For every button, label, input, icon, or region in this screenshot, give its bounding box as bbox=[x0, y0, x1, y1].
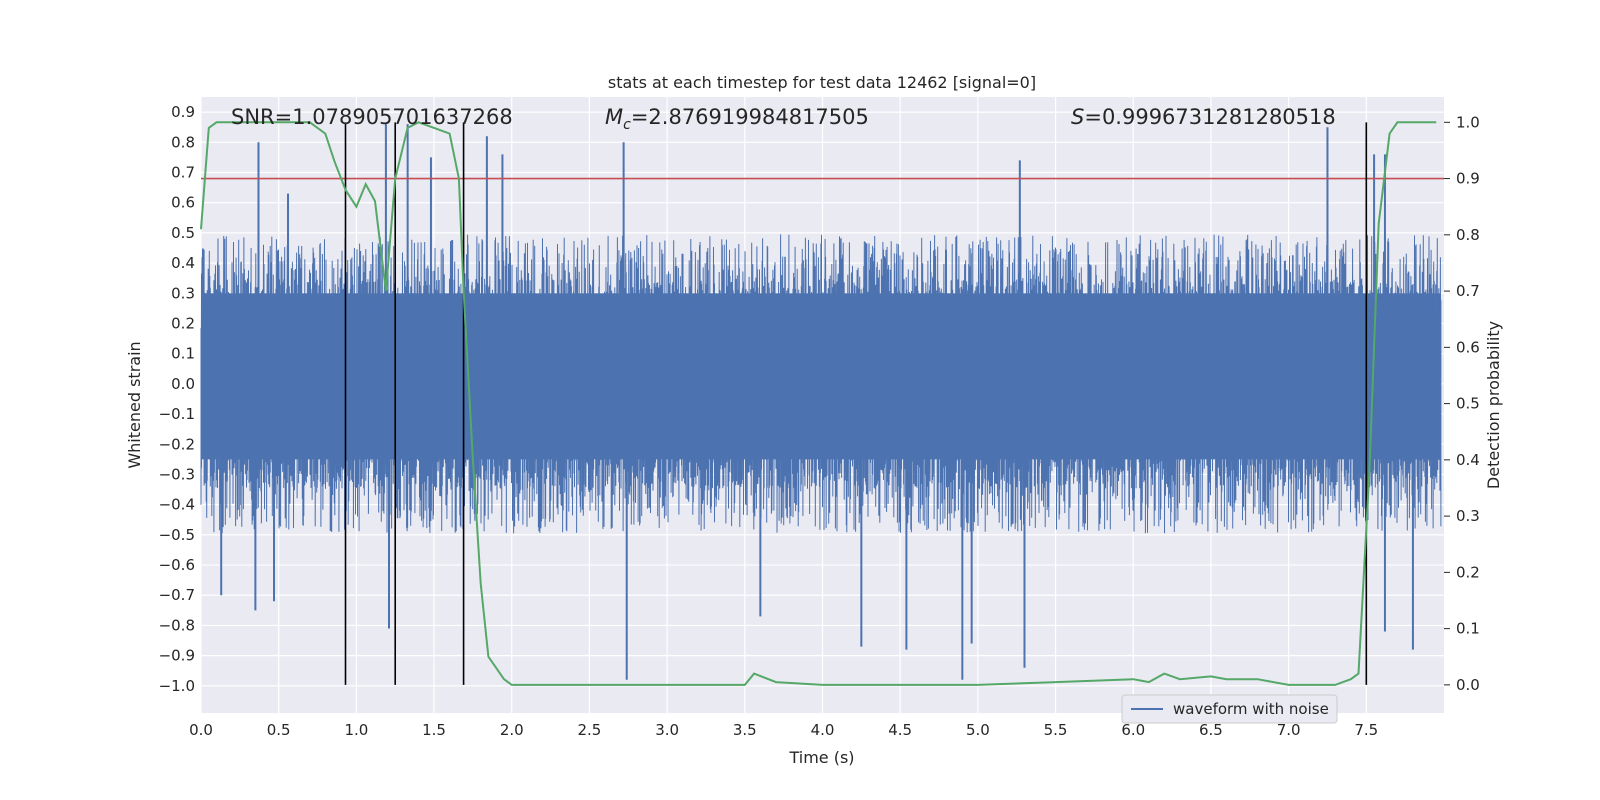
legend-box bbox=[1121, 694, 1338, 724]
probability-series bbox=[200, 121, 1437, 686]
x-tick-label-12: 6.0 bbox=[1121, 721, 1145, 739]
left-y-tick-label-16: −0.7 bbox=[159, 586, 195, 604]
right-y-tick-label-2: 0.8 bbox=[1456, 226, 1480, 244]
left-y-tick-label-2: 0.7 bbox=[171, 163, 195, 181]
chirp-mass-subscript: c bbox=[623, 117, 631, 133]
vertical-markers bbox=[344, 122, 1368, 685]
right-y-tick-label-6: 0.4 bbox=[1456, 451, 1480, 469]
right-y-axis-ticks: 1.0 0.9 0.8 0.7 0.6 0.5 0.4 0.3 0.2 0.1 0.0 bbox=[1444, 113, 1480, 694]
right-y-tick-label-5: 0.5 bbox=[1456, 395, 1480, 413]
chirp-mass-symbol: M bbox=[605, 105, 623, 129]
right-y-tick-label-1: 0.9 bbox=[1456, 170, 1480, 188]
left-y-tick-label-6: 0.3 bbox=[171, 284, 195, 302]
chirp-mass-value: =2.876919984817505 bbox=[631, 105, 869, 129]
snr-annotation: SNR=1.078905701637268 bbox=[231, 105, 513, 129]
left-y-tick-label-10: −0.1 bbox=[159, 405, 195, 423]
x-axis-ticks: 0.0 0.5 1.0 1.5 2.0 2.5 3.0 3.5 4.0 4.5 5.0 5.5 6.0 6… bbox=[189, 721, 1378, 739]
left-y-tick-label-8: 0.1 bbox=[171, 345, 195, 363]
x-tick-label-6: 3.0 bbox=[655, 721, 679, 739]
right-y-tick-label-10: 0.0 bbox=[1456, 676, 1480, 694]
left-y-tick-label-0: 0.9 bbox=[171, 103, 195, 121]
x-tick-label-2: 1.0 bbox=[344, 721, 368, 739]
x-tick-label-4: 2.0 bbox=[500, 721, 524, 739]
left-y-tick-label-13: −0.4 bbox=[159, 496, 195, 514]
x-tick-label-5: 2.5 bbox=[578, 721, 602, 739]
x-tick-label-14: 7.0 bbox=[1277, 721, 1301, 739]
left-y-axis-label: Whitened strain bbox=[125, 341, 144, 468]
right-y-tick-label-3: 0.7 bbox=[1456, 282, 1480, 300]
significance-symbol: S bbox=[1071, 105, 1084, 129]
left-y-tick-label-11: −0.2 bbox=[159, 435, 195, 453]
legend-label-waveform: waveform with noise bbox=[1173, 700, 1329, 718]
x-tick-label-10: 5.0 bbox=[966, 721, 990, 739]
left-y-tick-label-3: 0.6 bbox=[171, 194, 195, 212]
left-y-tick-label-9: 0.0 bbox=[171, 375, 195, 393]
significance-value: =0.9996731281280518 bbox=[1084, 105, 1335, 129]
x-tick-label-7: 3.5 bbox=[733, 721, 757, 739]
x-tick-label-11: 5.5 bbox=[1044, 721, 1068, 739]
left-y-tick-label-18: −0.9 bbox=[159, 647, 195, 665]
right-y-axis-label: Detection probability bbox=[1484, 321, 1503, 489]
x-tick-label-15: 7.5 bbox=[1354, 721, 1378, 739]
x-tick-label-1: 0.5 bbox=[267, 721, 291, 739]
right-y-tick-label-4: 0.6 bbox=[1456, 338, 1480, 356]
x-axis-label: Time (s) bbox=[788, 748, 854, 767]
left-y-tick-label-12: −0.3 bbox=[159, 465, 195, 483]
left-y-tick-label-7: 0.2 bbox=[171, 314, 195, 332]
significance-annotation: S=0.9996731281280518 bbox=[1071, 105, 1336, 129]
left-y-tick-label-15: −0.6 bbox=[159, 556, 195, 574]
chart-title: stats at each timestep for test data 124… bbox=[608, 73, 1036, 92]
x-tick-label-13: 6.5 bbox=[1199, 721, 1223, 739]
left-y-tick-label-19: −1.0 bbox=[159, 677, 195, 695]
right-y-tick-label-0: 1.0 bbox=[1456, 113, 1480, 131]
x-tick-label-0: 0.0 bbox=[189, 721, 213, 739]
left-y-tick-label-14: −0.5 bbox=[159, 526, 195, 544]
legend: waveform with noise bbox=[1121, 694, 1338, 724]
chirp-mass-annotation: Mc=2.876919984817505 bbox=[605, 105, 869, 133]
right-y-tick-label-8: 0.2 bbox=[1456, 563, 1480, 581]
left-y-tick-label-1: 0.8 bbox=[171, 133, 195, 151]
left-y-tick-label-5: 0.4 bbox=[171, 254, 195, 272]
waveform-series bbox=[200, 124, 1442, 680]
x-tick-label-8: 4.0 bbox=[811, 721, 835, 739]
x-tick-label-3: 1.5 bbox=[422, 721, 446, 739]
x-tick-label-9: 4.5 bbox=[888, 721, 912, 739]
right-y-tick-label-7: 0.3 bbox=[1456, 507, 1480, 525]
left-y-tick-label-17: −0.8 bbox=[159, 616, 195, 634]
probability-line bbox=[200, 121, 1437, 686]
left-y-tick-label-4: 0.5 bbox=[171, 224, 195, 242]
right-y-tick-label-9: 0.1 bbox=[1456, 620, 1480, 638]
left-y-axis-ticks: 0.9 0.8 0.7 0.6 0.5 0.4 0.3 0.2 0.1 0.0 −0.1 −0.2 −0… bbox=[159, 103, 195, 695]
